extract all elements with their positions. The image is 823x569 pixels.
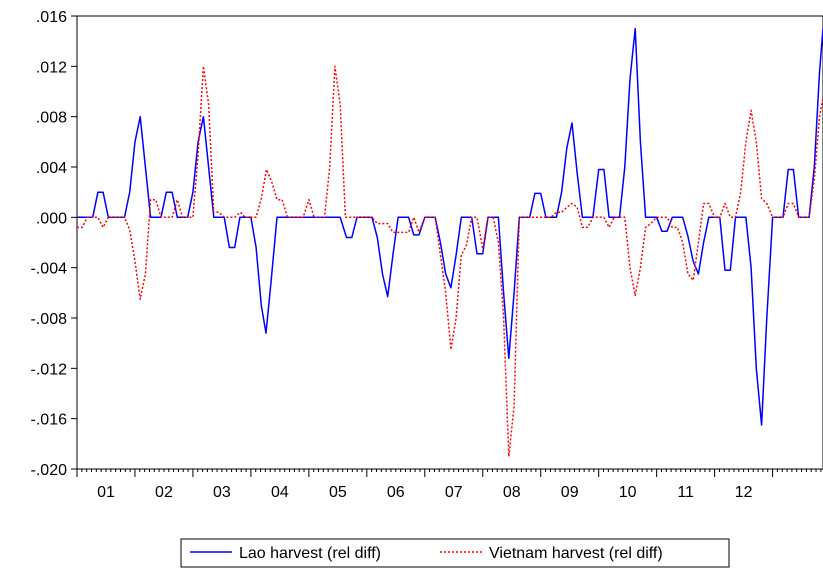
x-tick-label: 12: [735, 484, 753, 501]
x-tick-label: 10: [619, 484, 637, 501]
y-tick-label: .008: [36, 110, 67, 127]
y-tick-label: -.016: [31, 412, 68, 429]
series-layer: [77, 27, 823, 458]
series-line-vietnam: [77, 65, 823, 458]
y-tick-label: -.012: [31, 361, 68, 378]
y-tick-label: .012: [36, 59, 67, 76]
x-tick-label: 05: [329, 484, 347, 501]
y-tick-label: .000: [36, 210, 67, 227]
x-tick-label: 07: [445, 484, 463, 501]
legend-label-lao: Lao harvest (rel diff): [239, 545, 381, 562]
x-tick-label: 02: [155, 484, 173, 501]
plot-frame: [76, 15, 823, 470]
y-tick-label: .016: [36, 9, 67, 26]
legend-box: [180, 538, 730, 568]
x-tick-label: 09: [561, 484, 579, 501]
x-tick-label: 04: [271, 484, 289, 501]
x-tick-label: 08: [503, 484, 521, 501]
x-tick-label: 11: [677, 484, 694, 501]
legend-label-vietnam: Vietnam harvest (rel diff): [489, 545, 663, 562]
legend: Lao harvest (rel diff) Vietnam harvest (…: [180, 538, 730, 568]
y-tick-label: -.008: [31, 311, 68, 328]
x-tick-label: 01: [97, 484, 115, 501]
y-tick-label: -.004: [31, 261, 68, 278]
y-axis: .016 .012 .008 .004 .000 -.004 -.008 -.012 -.016…: [31, 9, 77, 479]
series-line-lao: [77, 27, 823, 426]
x-tick-label: 06: [387, 484, 405, 501]
x-tick-label: 03: [213, 484, 231, 501]
y-tick-label: .004: [36, 160, 67, 177]
y-tick-label: -.020: [31, 462, 68, 479]
x-axis: 01 02 03 04 05 06 07 08 09 10 11 12: [76, 469, 822, 501]
